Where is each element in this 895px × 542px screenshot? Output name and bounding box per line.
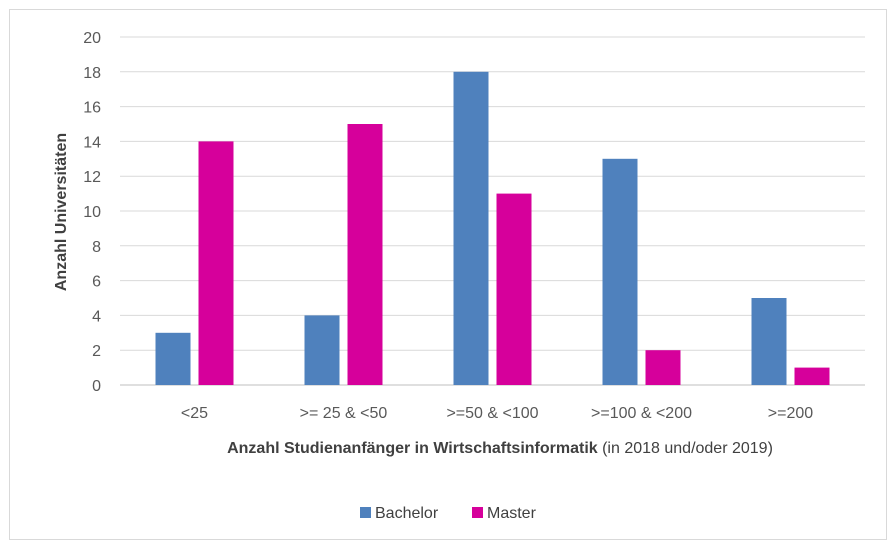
x-axis-ticks: <25 >= 25 & <50 >=50 & <100 >=100 & <200 >=2… bbox=[181, 405, 813, 422]
y-tick-label: 4 bbox=[92, 308, 101, 325]
y-tick-label: 8 bbox=[92, 239, 101, 256]
bar-master bbox=[496, 193, 532, 385]
x-axis-title-bold: Anzahl Studienanfänger in Wirtschaftsinf… bbox=[227, 440, 598, 457]
y-tick-label: 16 bbox=[83, 100, 101, 117]
x-tick-label: >=100 & <200 bbox=[591, 405, 692, 422]
y-tick-label: 10 bbox=[83, 204, 101, 221]
bar-bachelor bbox=[602, 158, 638, 385]
y-axis-title: Anzahl Universitäten bbox=[53, 133, 70, 291]
legend-swatch-bachelor bbox=[360, 507, 371, 518]
bar-master bbox=[347, 124, 383, 385]
y-tick-label: 2 bbox=[92, 343, 101, 360]
x-tick-label: >=200 bbox=[768, 405, 813, 422]
bar-master bbox=[645, 350, 681, 385]
bars bbox=[155, 71, 830, 386]
x-tick-label: <25 bbox=[181, 405, 208, 422]
legend: Bachelor Master bbox=[360, 505, 537, 522]
x-axis-title: Anzahl Studienanfänger in Wirtschaftsinf… bbox=[227, 440, 773, 457]
x-tick-label: >= 25 & <50 bbox=[300, 405, 388, 422]
y-tick-label: 6 bbox=[92, 274, 101, 291]
legend-label-bachelor: Bachelor bbox=[375, 505, 439, 522]
bar-bachelor bbox=[453, 71, 489, 386]
legend-swatch-master bbox=[472, 507, 483, 518]
bar-bachelor bbox=[155, 332, 191, 385]
x-tick-label: >=50 & <100 bbox=[446, 405, 538, 422]
y-tick-label: 14 bbox=[83, 134, 101, 151]
y-tick-label: 0 bbox=[92, 378, 101, 395]
y-tick-label: 18 bbox=[83, 65, 101, 82]
x-axis-title-rest: (in 2018 und/oder 2019) bbox=[598, 440, 773, 457]
chart-frame bbox=[9, 9, 887, 540]
bar-master bbox=[198, 141, 234, 385]
y-tick-label: 12 bbox=[83, 169, 101, 186]
legend-label-master: Master bbox=[487, 505, 537, 522]
y-axis-ticks: 0 2 4 6 8 10 12 14 16 18 20 bbox=[83, 30, 101, 395]
y-tick-label: 20 bbox=[83, 30, 101, 47]
bar-master bbox=[794, 367, 830, 385]
bar-bachelor bbox=[751, 298, 787, 385]
gridlines bbox=[120, 36, 865, 386]
bar-bachelor bbox=[304, 315, 340, 385]
